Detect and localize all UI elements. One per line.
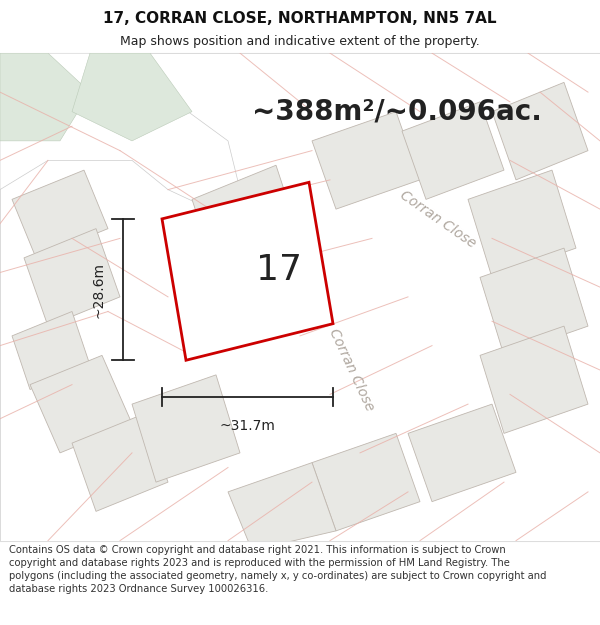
Polygon shape	[30, 356, 132, 453]
Polygon shape	[132, 375, 240, 482]
Text: Map shows position and indicative extent of the property.: Map shows position and indicative extent…	[120, 34, 480, 48]
Polygon shape	[228, 462, 336, 551]
Polygon shape	[24, 229, 120, 326]
Text: 17: 17	[256, 253, 302, 287]
Polygon shape	[492, 82, 588, 180]
Text: Corran Close: Corran Close	[397, 188, 479, 250]
Polygon shape	[198, 238, 312, 351]
Polygon shape	[12, 311, 90, 389]
Polygon shape	[12, 170, 108, 258]
Text: 17, CORRAN CLOSE, NORTHAMPTON, NN5 7AL: 17, CORRAN CLOSE, NORTHAMPTON, NN5 7AL	[103, 11, 497, 26]
Polygon shape	[402, 102, 504, 199]
Polygon shape	[0, 53, 240, 209]
Text: ~388m²/~0.096ac.: ~388m²/~0.096ac.	[252, 98, 542, 126]
Polygon shape	[480, 248, 588, 356]
Text: Corran Close: Corran Close	[326, 327, 376, 413]
Polygon shape	[480, 326, 588, 433]
Polygon shape	[312, 433, 420, 531]
Polygon shape	[0, 53, 90, 141]
Polygon shape	[312, 112, 420, 209]
Polygon shape	[468, 170, 576, 278]
Text: ~28.6m: ~28.6m	[91, 261, 105, 318]
Polygon shape	[162, 182, 333, 360]
Polygon shape	[72, 414, 168, 511]
Polygon shape	[72, 53, 192, 141]
Text: ~31.7m: ~31.7m	[220, 419, 275, 432]
Polygon shape	[408, 404, 516, 502]
Polygon shape	[192, 165, 300, 272]
Text: Contains OS data © Crown copyright and database right 2021. This information is : Contains OS data © Crown copyright and d…	[9, 545, 547, 594]
